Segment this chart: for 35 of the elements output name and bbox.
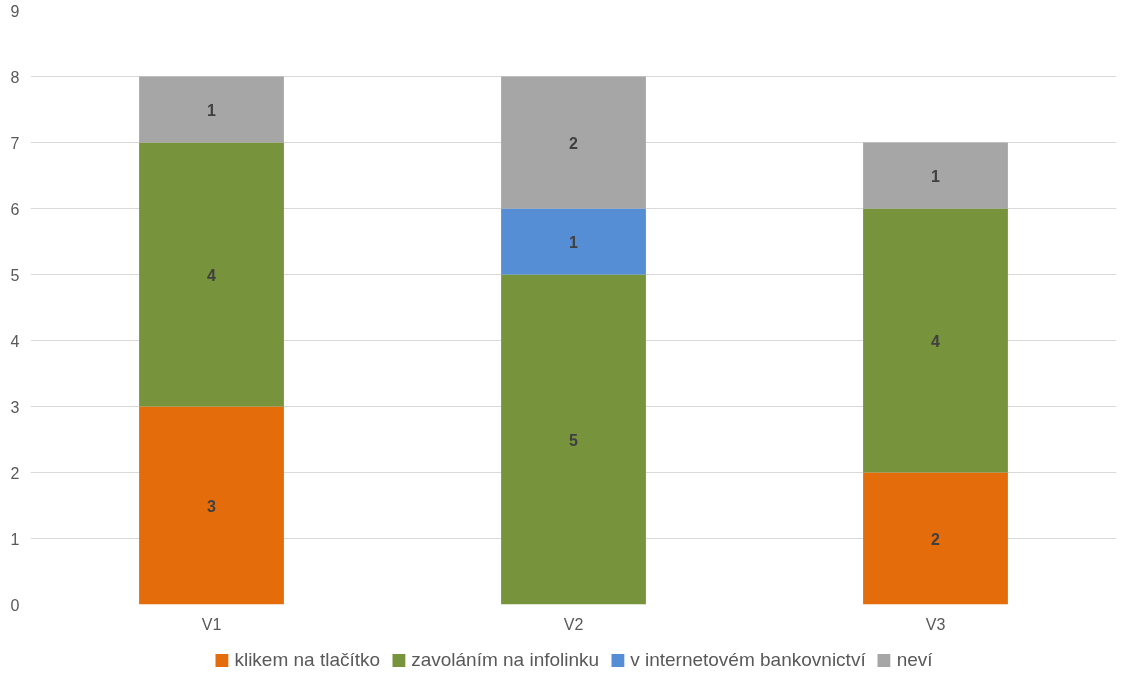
legend-label: zavoláním na infolinku (411, 649, 600, 671)
x-tick-label: V1 (201, 615, 222, 633)
bar (501, 274, 646, 605)
bar (863, 208, 1008, 473)
bar (139, 76, 284, 143)
x-tick-label: V2 (563, 615, 584, 633)
bar (501, 208, 646, 275)
data-label: 1 (931, 167, 941, 185)
bar (139, 142, 284, 407)
data-label: 1 (569, 233, 579, 251)
y-tick-label: 2 (10, 464, 20, 482)
legend-label: v internetovém bankovnictví (630, 649, 866, 671)
y-tick-label: 5 (10, 266, 20, 284)
bar (139, 406, 284, 605)
y-tick-label: 7 (10, 134, 20, 152)
y-tick-label: 9 (10, 2, 20, 20)
bar (863, 472, 1008, 605)
bar (863, 142, 1008, 209)
y-tick-label: 1 (10, 530, 20, 548)
y-tick-label: 3 (10, 398, 20, 416)
y-tick-label: 4 (10, 332, 20, 350)
x-tick-label: V3 (925, 615, 946, 633)
data-label: 5 (569, 431, 579, 449)
y-tick-label: 0 (10, 596, 20, 614)
bar (501, 76, 646, 209)
y-tick-label: 6 (10, 200, 20, 218)
y-tick-label: 8 (10, 68, 20, 86)
data-label: 3 (207, 497, 217, 515)
legend-label: klikem na tlačítko (234, 649, 381, 671)
legend-label: neví (896, 649, 933, 671)
data-label: 2 (569, 134, 579, 152)
data-label: 1 (207, 101, 217, 119)
data-label: 4 (931, 332, 941, 350)
data-label: 2 (931, 530, 941, 548)
data-label: 4 (207, 266, 217, 284)
